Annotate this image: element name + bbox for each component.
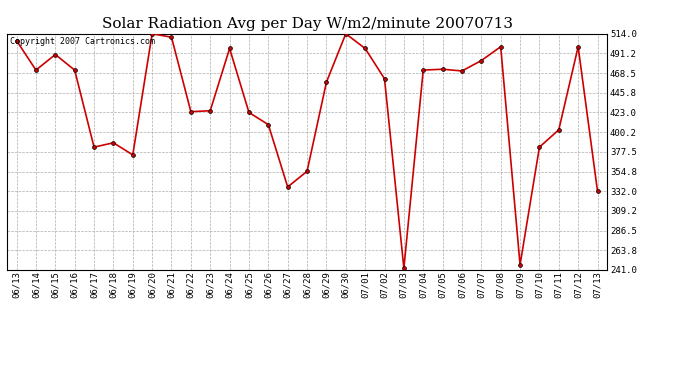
Title: Solar Radiation Avg per Day W/m2/minute 20070713: Solar Radiation Avg per Day W/m2/minute … [101, 17, 513, 31]
Text: Copyright 2007 Cartronics.com: Copyright 2007 Cartronics.com [10, 37, 155, 46]
